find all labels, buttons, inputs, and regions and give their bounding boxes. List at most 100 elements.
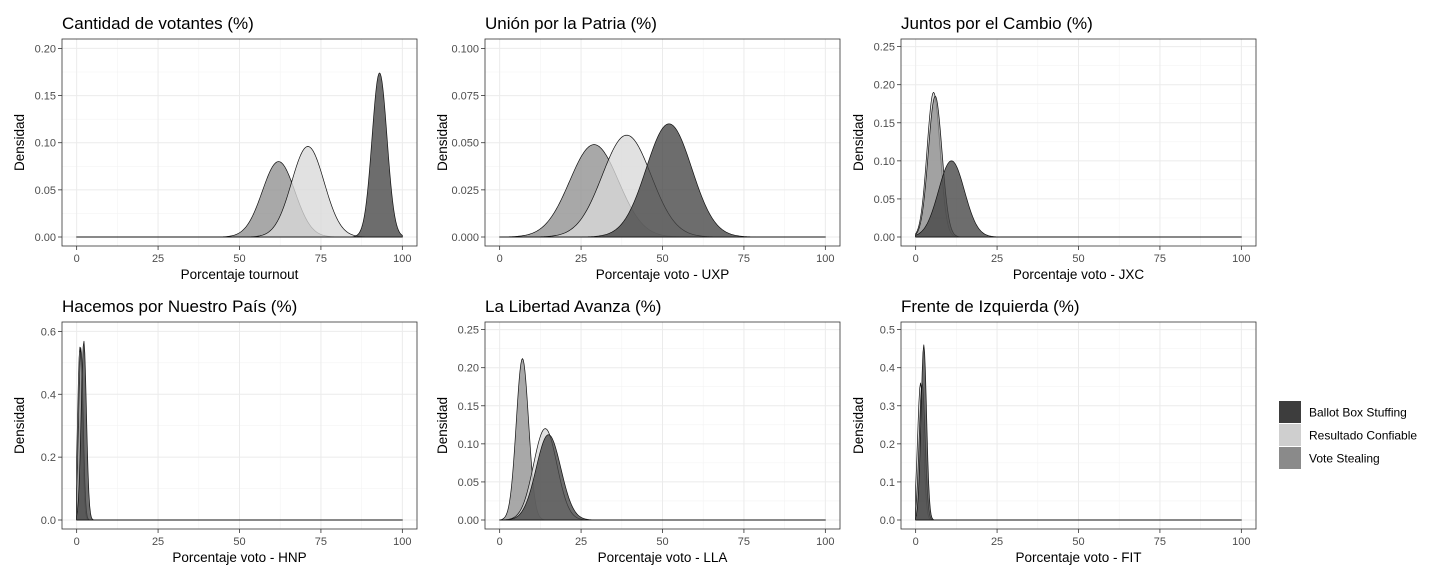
- density-ballot-box-stuffing: [499, 434, 826, 521]
- x-tick-label: 50: [1072, 253, 1084, 265]
- y-tick-label: 0.0: [880, 515, 895, 527]
- panel-frente-de-izquierda: Frente de Izquierda (%) 0 25 50 75 100 0.0 0.1 0…: [851, 297, 1257, 565]
- x-tick-label: 25: [152, 253, 164, 265]
- legend-key-vote-stealing: [1279, 447, 1301, 469]
- density-curves: [915, 344, 1242, 521]
- y-tick-label: 0.4: [41, 389, 56, 401]
- y-axis-label: Densidad: [435, 397, 450, 454]
- density-curves: [499, 358, 826, 521]
- y-tick-label: 0.2: [880, 439, 895, 451]
- y-tick-label: 0.25: [874, 42, 895, 54]
- y-tick-label: 0.20: [35, 43, 56, 55]
- legend: Ballot Box Stuffing Resultado Confiable …: [1279, 401, 1417, 469]
- x-tick-label: 25: [575, 536, 587, 548]
- y-axis-label: Densidad: [851, 114, 866, 171]
- panel-title: Cantidad de votantes (%): [62, 14, 254, 33]
- x-tick-label: 100: [393, 253, 411, 265]
- x-tick-label: 100: [816, 536, 834, 548]
- x-tick-label: 0: [74, 536, 80, 548]
- x-tick-label: 50: [656, 536, 668, 548]
- y-tick-label: 0.10: [458, 439, 479, 451]
- y-tick-label: 0.15: [458, 401, 479, 413]
- density-curves: [499, 123, 826, 238]
- y-tick-label: 0.6: [41, 326, 56, 338]
- y-tick-label: 0.000: [451, 232, 479, 244]
- y-tick-label: 0.00: [458, 515, 479, 527]
- y-tick-label: 0.050: [451, 138, 479, 150]
- legend-key-ballot-box-stuffing: [1279, 401, 1301, 423]
- x-tick-label: 75: [1154, 253, 1166, 265]
- y-tick-label: 0.075: [451, 91, 479, 103]
- legend-label-resultado-confiable: Resultado Confiable: [1309, 429, 1417, 443]
- facet-panels: Cantidad de votantes (%)0 25 50 75 1000.000.…: [12, 14, 1257, 565]
- legend-label-vote-stealing: Vote Stealing: [1309, 452, 1380, 466]
- x-tick-label: 50: [656, 253, 668, 265]
- x-tick-label: 0: [497, 536, 503, 548]
- grid: [62, 322, 417, 529]
- panel-cantidad-de-votantes: Cantidad de votantes (%) 0 25 50 75 100 0.00 0.…: [12, 14, 418, 282]
- grid: [62, 39, 417, 246]
- panel-title: Hacemos por Nuestro País (%): [62, 297, 297, 316]
- x-axis-label: Porcentaje voto - HNP: [172, 550, 306, 565]
- y-tick-label: 0.15: [874, 118, 895, 130]
- density-ballot-box-stuffing: [76, 340, 403, 521]
- x-tick-label: 50: [233, 253, 245, 265]
- y-tick-label: 0.10: [35, 138, 56, 150]
- y-tick-label: 0.05: [874, 194, 895, 206]
- x-tick-label: 50: [233, 536, 245, 548]
- y-tick-label: 0.25: [458, 325, 479, 337]
- density-ballot-box-stuffing: [499, 123, 826, 238]
- y-tick-label: 0.5: [880, 325, 895, 337]
- x-tick-label: 25: [152, 536, 164, 548]
- y-tick-label: 0.025: [451, 185, 479, 197]
- x-tick-label: 100: [816, 253, 834, 265]
- panel-union-por-la-patria: Unión por la Patria (%) 0 25 50 75 100 0.000 0.…: [435, 14, 841, 282]
- y-tick-label: 0.3: [880, 401, 895, 413]
- y-axis-label: Densidad: [12, 114, 27, 171]
- y-tick-label: 0.20: [874, 80, 895, 92]
- panel-title: Unión por la Patria (%): [485, 14, 657, 33]
- x-tick-label: 0: [913, 536, 919, 548]
- x-tick-label: 25: [991, 536, 1003, 548]
- y-axis-label: Densidad: [851, 397, 866, 454]
- grid: [901, 39, 1256, 246]
- y-tick-label: 0.20: [458, 363, 479, 375]
- density-ballot-box-stuffing: [76, 72, 403, 238]
- x-tick-label: 0: [497, 253, 503, 265]
- panel-title: Juntos por el Cambio (%): [901, 14, 1093, 33]
- density-ballot-box-stuffing: [915, 344, 1242, 521]
- y-axis-label: Densidad: [12, 397, 27, 454]
- density-curves: [76, 340, 403, 521]
- x-tick-label: 0: [913, 253, 919, 265]
- y-tick-label: 0.05: [458, 477, 479, 489]
- x-tick-label: 50: [1072, 536, 1084, 548]
- y-tick-label: 0.15: [35, 91, 56, 103]
- legend-key-resultado-confiable: [1279, 424, 1301, 446]
- x-tick-label: 75: [1154, 536, 1166, 548]
- x-axis-label: Porcentaje tournout: [181, 267, 299, 282]
- density-curves: [915, 91, 1242, 238]
- panel-juntos-por-el-cambio: Juntos por el Cambio (%) 0 25 50 75 100 0.00 0.…: [851, 14, 1257, 282]
- x-tick-label: 75: [315, 536, 327, 548]
- y-tick-label: 0.4: [880, 363, 895, 375]
- grid: [901, 322, 1256, 529]
- legend-label-ballot-box-stuffing: Ballot Box Stuffing: [1309, 406, 1407, 420]
- x-axis-label: Porcentaje voto - LLA: [598, 550, 728, 565]
- y-tick-label: 0.00: [35, 232, 56, 244]
- x-tick-label: 25: [991, 253, 1003, 265]
- panel-la-libertad-avanza: La Libertad Avanza (%) 0 25 50 75 100 0.00 0.05…: [435, 297, 841, 565]
- y-tick-label: 0.100: [451, 43, 479, 55]
- y-tick-label: 0.00: [874, 232, 895, 244]
- y-tick-label: 0.10: [874, 156, 895, 168]
- y-tick-label: 0.2: [41, 452, 56, 464]
- x-tick-label: 100: [1232, 253, 1250, 265]
- x-tick-label: 75: [738, 253, 750, 265]
- x-axis-label: Porcentaje voto - JXC: [1013, 267, 1145, 282]
- y-axis-label: Densidad: [435, 114, 450, 171]
- x-tick-label: 100: [393, 536, 411, 548]
- y-tick-label: 0.1: [880, 477, 895, 489]
- x-tick-label: 75: [738, 536, 750, 548]
- x-axis-label: Porcentaje voto - FIT: [1015, 550, 1141, 565]
- panel-title: Frente de Izquierda (%): [901, 297, 1080, 316]
- y-tick-label: 0.05: [35, 185, 56, 197]
